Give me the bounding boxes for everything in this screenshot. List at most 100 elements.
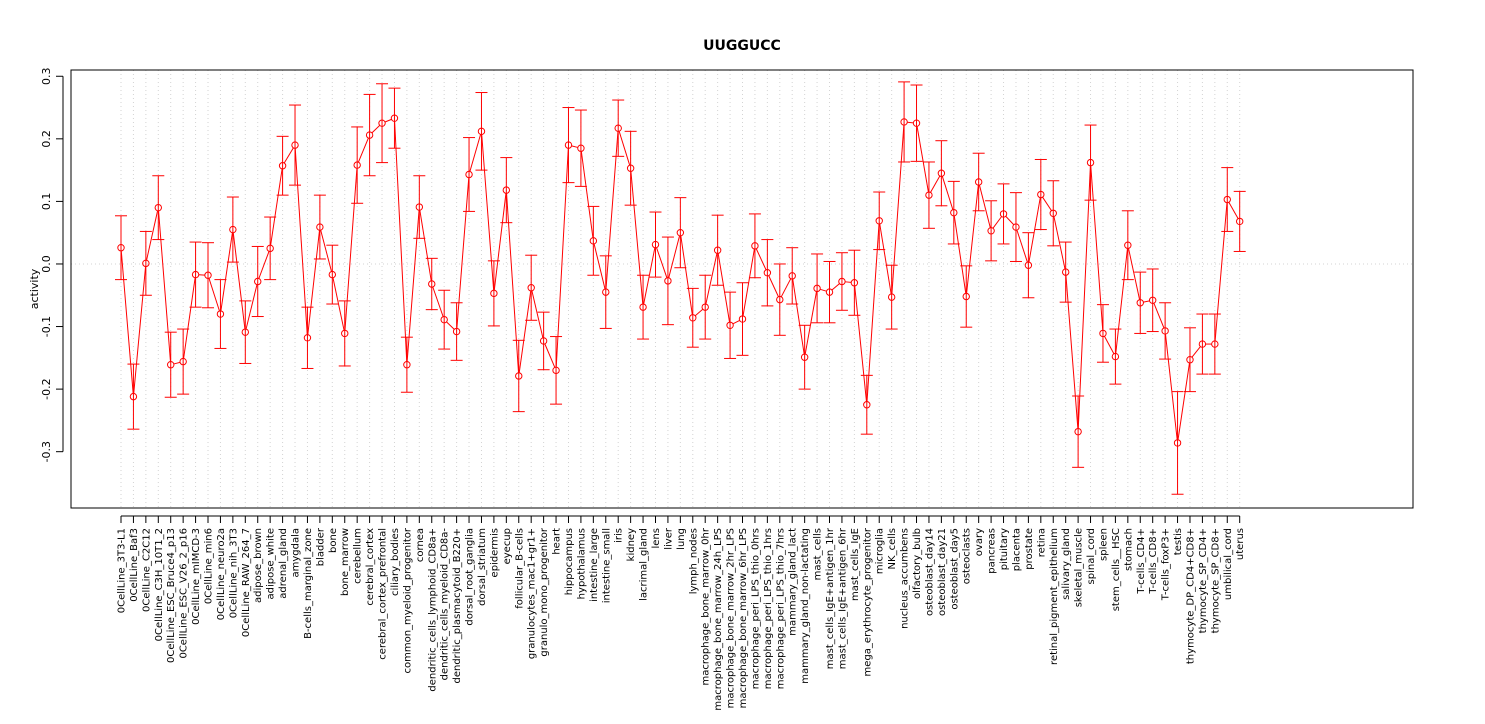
x-tick-label: nucleus_accumbens: [900, 528, 911, 629]
data-point: [913, 120, 919, 126]
data-point: [1075, 428, 1081, 434]
data-point: [180, 358, 186, 364]
series-segment: [657, 248, 667, 278]
data-point: [690, 315, 696, 321]
x-tick-label: cerebellum: [353, 528, 364, 584]
data-point: [1100, 330, 1106, 336]
x-tick-label: heart: [552, 528, 563, 555]
x-tick-label: hypothalamus: [576, 528, 587, 599]
data-point: [242, 329, 248, 335]
x-tick-label: amygdala: [291, 528, 302, 578]
data-point: [1087, 159, 1093, 165]
data-point: [1224, 196, 1230, 202]
x-tick-label: adipose_brown: [253, 528, 264, 603]
data-point: [230, 226, 236, 232]
x-tick-label: intestine_large: [589, 528, 600, 602]
series-segment: [385, 119, 391, 122]
x-tick-label: lymph_nodes: [688, 528, 699, 594]
data-point: [1050, 210, 1056, 216]
x-tick-label: lacrimal_gland: [639, 528, 650, 601]
data-point: [267, 245, 273, 251]
x-tick-label: spleen: [1098, 528, 1109, 561]
data-point: [553, 367, 559, 373]
series-segment: [1017, 230, 1027, 262]
x-tick-label: macrophage_bone_marrow_2hr_LPS: [726, 528, 737, 708]
series-segment: [917, 126, 928, 192]
x-tick-label: dendritic_cells_lymphoid_CD8a+: [427, 528, 438, 692]
data-point: [205, 272, 211, 278]
data-point: [304, 335, 310, 341]
series-segment: [631, 171, 643, 304]
data-point: [441, 316, 447, 322]
x-tick-label: salivary_gland: [1061, 528, 1072, 600]
series-segment: [321, 230, 332, 271]
x-tick-label: macrophage_peri_LPS_thio_1hrs: [763, 528, 774, 689]
x-tick-label: mammary_gland_lact: [788, 528, 799, 636]
data-point: [801, 354, 807, 360]
x-tick-label: retinal_pigment_epithelium: [1049, 528, 1060, 665]
x-tick-label: 0CellLine_C3H_10T1_2: [154, 528, 165, 641]
x-tick-label: iris: [614, 528, 625, 543]
data-point: [988, 228, 994, 234]
data-point: [1013, 224, 1019, 230]
x-tick-label: pancreas: [987, 528, 998, 574]
series-segment: [594, 244, 605, 289]
x-tick-label: thymocyte_SP_CD8+: [1210, 528, 1221, 633]
x-tick-label: mast_cells: [813, 528, 824, 580]
x-tick-label: placenta: [1011, 528, 1022, 571]
y-tick-label: -0.1: [40, 316, 53, 337]
data-point: [491, 290, 497, 296]
data-point: [789, 273, 795, 279]
x-tick-label: osteoblast_day21: [937, 528, 948, 616]
x-tick-label: macrophage_peri_LPS_thio_0hrs: [750, 528, 761, 689]
series-segment: [1043, 197, 1052, 210]
data-point: [901, 119, 907, 125]
x-tick-label: mammary_gland_non-lactating: [800, 528, 811, 684]
data-point: [429, 281, 435, 287]
series-segment: [1104, 336, 1113, 354]
data-point: [1174, 440, 1180, 446]
x-tick-label: macrophage_peri_LPS_thio_7hrs: [775, 528, 786, 689]
x-tick-label: hippocampus: [564, 528, 575, 595]
x-tick-label: 0CellLine_ESC_Bruce4_p13: [166, 528, 177, 663]
x-tick-label: dorsal_striatum: [477, 528, 488, 606]
x-tick-label: olfactory_bulb: [912, 528, 923, 599]
data-point: [1125, 242, 1131, 248]
series-segment: [832, 284, 840, 290]
data-point: [416, 204, 422, 210]
x-tick-label: kidney: [626, 528, 637, 561]
series-segment: [372, 125, 380, 132]
data-point: [118, 245, 124, 251]
data-point: [578, 145, 584, 151]
x-tick-label: T-cells_foxP3+: [1161, 528, 1172, 601]
data-point: [329, 271, 335, 277]
y-tick-label: 0.3: [40, 68, 53, 86]
data-point: [963, 293, 969, 299]
series-segment: [1178, 363, 1189, 440]
data-point: [354, 162, 360, 168]
data-point: [702, 304, 708, 310]
data-point: [342, 330, 348, 336]
data-point: [143, 260, 149, 266]
data-point: [168, 362, 174, 368]
axis-layer: -0.3-0.2-0.10.00.10.20.30CellLine_3T3-L1…: [40, 68, 1246, 711]
series-segment: [695, 309, 703, 315]
x-tick-label: epidermis: [489, 528, 500, 577]
series-segment: [1006, 216, 1014, 224]
x-tick-label: mast_cells_IgE+antigen_6hr: [837, 527, 848, 669]
data-point: [1162, 328, 1168, 334]
series-segment: [606, 131, 618, 289]
data-point: [155, 204, 161, 210]
data-point: [814, 285, 820, 291]
x-tick-label: adipose_white: [266, 528, 277, 599]
series-segment: [954, 216, 965, 294]
data-point: [192, 271, 198, 277]
x-tick-label: umbilical_cord: [1223, 528, 1234, 600]
x-tick-label: granulo_mono_progenitor: [539, 527, 550, 656]
series-segment: [1192, 347, 1200, 358]
data-point: [503, 187, 509, 193]
series-segment: [1215, 203, 1227, 341]
data-point: [366, 132, 372, 138]
x-tick-label: dendritic_cells_myeloid_CD8a-: [440, 528, 451, 681]
